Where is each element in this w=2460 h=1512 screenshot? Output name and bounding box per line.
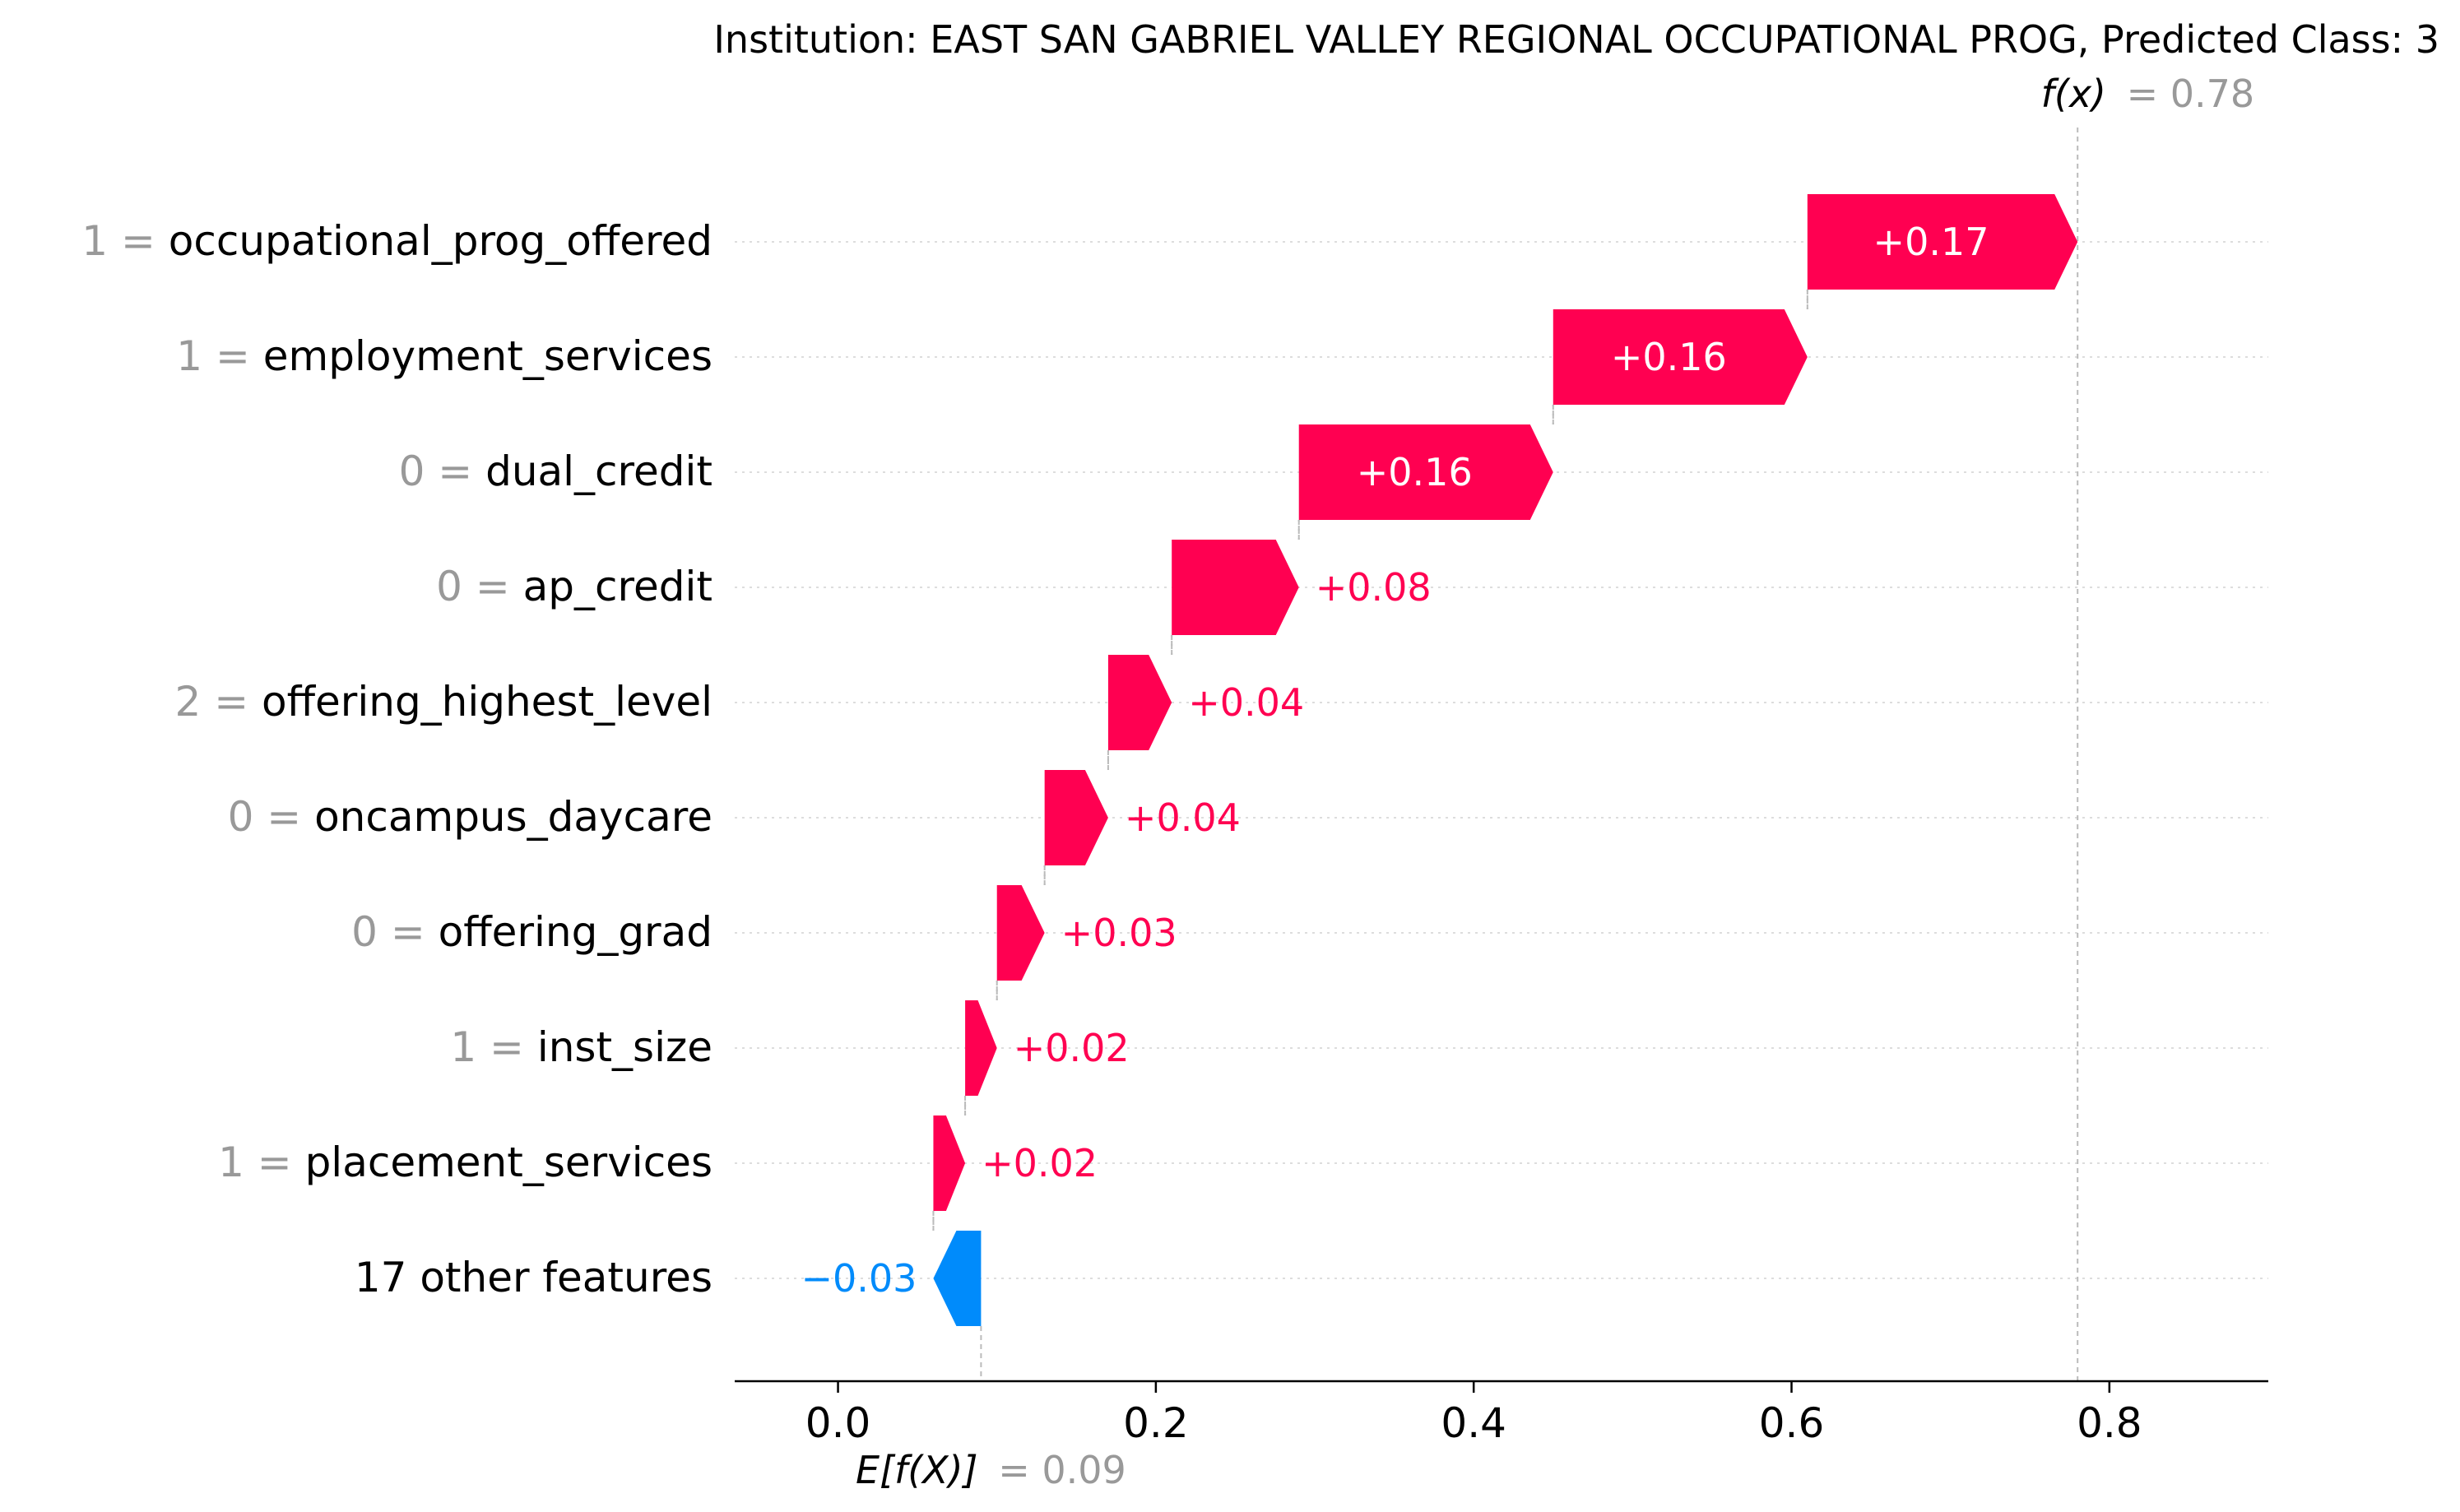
bar-value-label: +0.04	[1188, 680, 1304, 725]
bar-dual_credit	[1298, 424, 1553, 520]
feature-name: employment_services	[263, 332, 712, 380]
bar-17-other-features	[933, 1231, 982, 1326]
feature-value: 2 =	[175, 678, 262, 726]
x-tick-label: 0.0	[805, 1399, 871, 1447]
feature-name: offering_grad	[439, 908, 712, 956]
feature-name: inst_size	[537, 1023, 712, 1071]
feature-value: 0 =	[351, 908, 439, 956]
feature-value: 1 =	[176, 332, 263, 380]
feature-label: 2 = offering_highest_level	[175, 678, 713, 726]
bar-offering_grad	[996, 885, 1045, 981]
feature-label: 1 = occupational_prog_offered	[81, 217, 712, 265]
bar-value-label: +0.04	[1125, 795, 1241, 840]
bar-value-label: +0.03	[1061, 911, 1177, 955]
bar-value-label: +0.08	[1316, 565, 1432, 610]
bar-occupational_prog_offered	[1807, 194, 2078, 290]
feature-value: 0 =	[399, 448, 486, 495]
feature-name: dual_credit	[485, 448, 712, 495]
feature-label: 1 = placement_services	[218, 1139, 712, 1186]
bar-oncampus_daycare	[1044, 770, 1108, 865]
bar-value-label: −0.03	[801, 1256, 917, 1301]
bar-placement_services	[933, 1115, 966, 1211]
output-value-label: f(x)	[2041, 72, 2106, 116]
bar-value-label: +0.02	[1014, 1026, 1130, 1070]
feature-label: 0 = ap_credit	[436, 563, 712, 610]
bar-inst_size	[965, 1000, 997, 1096]
feature-name: placement_services	[305, 1139, 712, 1186]
feature-label: 0 = dual_credit	[399, 448, 712, 495]
connector-lines	[932, 290, 1808, 1231]
bars	[933, 194, 2078, 1326]
feature-label: 1 = inst_size	[450, 1023, 712, 1071]
x-tick-label: 0.2	[1123, 1399, 1189, 1447]
bar-value-label: +0.16	[1357, 450, 1473, 494]
feature-label: 17 other features	[355, 1254, 712, 1301]
feature-value: 0 =	[436, 563, 523, 610]
base-value-annotation: E[f(X)] = 0.09	[856, 1448, 1126, 1492]
feature-label: 1 = employment_services	[176, 332, 712, 380]
feature-value: 1 =	[450, 1023, 537, 1071]
bar-labels: +0.17 +0.16 +0.16 +0.08 +0.04 +0.04 +0.03 +0.02…	[801, 220, 1989, 1301]
feature-value: 1 =	[218, 1139, 305, 1186]
feature-label: 0 = offering_grad	[351, 908, 712, 956]
base-value-label: E[f(X)]	[856, 1448, 978, 1492]
feature-name: oncampus_daycare	[314, 793, 712, 841]
chart-title: Institution: EAST SAN GABRIEL VALLEY REG…	[713, 17, 2439, 62]
bar-employment_services	[1553, 309, 1808, 405]
bar-ap_credit	[1172, 540, 1299, 635]
bar-value-label: +0.17	[1873, 220, 1989, 264]
base-value-text: = 0.09	[998, 1448, 1126, 1492]
x-tick-label: 0.6	[1759, 1399, 1825, 1447]
feature-name: ap_credit	[523, 563, 712, 610]
feature-value: 0 =	[228, 793, 315, 841]
output-value-text: = 0.78	[2127, 72, 2255, 116]
bar-offering_highest_level	[1107, 655, 1172, 750]
feature-label: 0 = oncampus_daycare	[228, 793, 712, 841]
bar-value-label: +0.16	[1611, 335, 1727, 379]
feature-name: 17 other features	[355, 1254, 712, 1301]
bar-value-label: +0.02	[982, 1141, 1098, 1185]
output-value-annotation: f(x) = 0.78	[2041, 72, 2255, 116]
feature-name: offering_highest_level	[262, 678, 712, 726]
gridlines	[735, 241, 2268, 1279]
feature-name: occupational_prog_offered	[169, 217, 712, 265]
x-tick-label: 0.8	[2077, 1399, 2142, 1447]
x-tick-label: 0.4	[1441, 1399, 1506, 1447]
feature-value: 1 =	[81, 217, 169, 265]
x-axis: 0.0 0.2 0.4 0.6 0.8	[735, 1380, 2268, 1447]
